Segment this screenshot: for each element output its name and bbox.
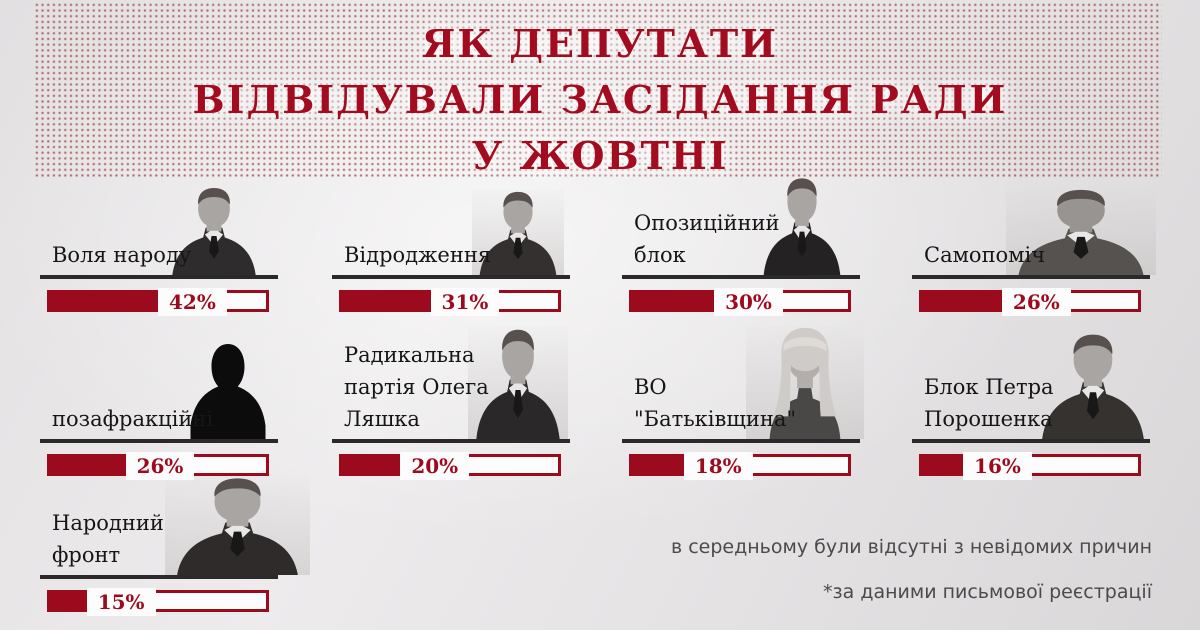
faction-name-label: Народний фронт	[52, 511, 164, 567]
attendance-bar: 26%	[47, 452, 269, 480]
title-line-3: У ЖОВТНІ	[471, 133, 729, 178]
attendance-bar: 31%	[339, 288, 561, 316]
bar-fill	[50, 457, 126, 473]
bar-fill	[50, 593, 87, 609]
baseline-rule	[40, 275, 278, 279]
bar-fill	[342, 457, 401, 473]
dot-pattern-background	[34, 2, 1162, 178]
percent-label: 20%	[400, 452, 470, 480]
faction-name-label: ВО "Батьківщина"	[634, 375, 797, 431]
percent-label: 31%	[430, 288, 500, 316]
attendance-bar: 16%	[919, 452, 1141, 480]
bar-fill	[632, 293, 715, 309]
faction-card: Відродження 31%	[332, 180, 570, 316]
baseline-rule	[332, 275, 570, 279]
baseline-rule	[332, 439, 570, 443]
baseline-rule	[912, 275, 1150, 279]
faction-card: позафракційні 26%	[40, 330, 278, 480]
percent-label: 30%	[714, 288, 783, 316]
bar-fill	[632, 457, 684, 473]
attendance-bar: 26%	[919, 288, 1141, 316]
footnote-average-absent: в середньому були відсутні з невідомих п…	[670, 536, 1152, 558]
deputy-photo	[472, 189, 564, 275]
deputy-photo	[746, 326, 864, 439]
bar-fill	[342, 293, 431, 309]
bar-fill	[922, 293, 1002, 309]
percent-label: 26%	[125, 452, 195, 480]
attendance-bar: 30%	[629, 288, 851, 316]
percent-label: 18%	[683, 452, 753, 480]
faction-name-label: позафракційні	[52, 407, 214, 431]
baseline-rule	[912, 439, 1150, 443]
faction-name-label: Опозиційний блок	[634, 211, 780, 267]
faction-card: Опозиційний блок 30%	[622, 178, 860, 316]
percent-label: 42%	[158, 288, 227, 316]
bar-fill	[50, 293, 158, 309]
footnotes: в середньому були відсутні з невідомих п…	[671, 536, 1152, 603]
title-line-1: ЯК ДЕПУТАТИ	[421, 21, 779, 66]
faction-card: Воля народу 42%	[40, 180, 278, 316]
faction-name-label: Блок Петра Порошенка	[924, 375, 1054, 431]
faction-name-label: Відродження	[344, 243, 492, 267]
faction-name-label: Самопоміч	[924, 243, 1046, 267]
title-line-2: ВІДВІДУВАЛИ ЗАСІДАННЯ РАДИ	[192, 77, 1008, 122]
faction-card: Блок Петра Порошенка 16%	[912, 330, 1150, 480]
attendance-bar: 20%	[339, 452, 561, 480]
deputy-photo	[1006, 187, 1156, 275]
deputy-photo	[468, 326, 568, 439]
percent-label: 15%	[86, 588, 156, 616]
bar-fill	[922, 457, 964, 473]
deputy-photo	[165, 475, 310, 575]
faction-card: Народний фронт 15%	[40, 475, 310, 616]
baseline-rule	[622, 439, 860, 443]
attendance-bar: 15%	[47, 588, 269, 616]
footnote-source: *за даними письмової реєстрації	[823, 581, 1152, 603]
percent-label: 16%	[963, 452, 1032, 480]
faction-card: Самопоміч 26%	[912, 180, 1156, 316]
faction-name-label: Радикальна партія Олега Ляшка	[344, 343, 489, 431]
faction-name-label: Воля народу	[52, 243, 192, 267]
percent-label: 26%	[1001, 288, 1071, 316]
faction-card: Радикальна партія Олега Ляшка 20%	[332, 326, 570, 480]
attendance-bar: 42%	[47, 288, 269, 316]
faction-card: ВО "Батьківщина" 18%	[622, 326, 864, 480]
baseline-rule	[40, 575, 278, 579]
baseline-rule	[622, 275, 860, 279]
page-title: ЯК ДЕПУТАТИ ВІДВІДУВАЛИ ЗАСІДАННЯ РАДИ У…	[0, 16, 1200, 184]
baseline-rule	[40, 439, 278, 443]
attendance-bar: 18%	[629, 452, 851, 480]
